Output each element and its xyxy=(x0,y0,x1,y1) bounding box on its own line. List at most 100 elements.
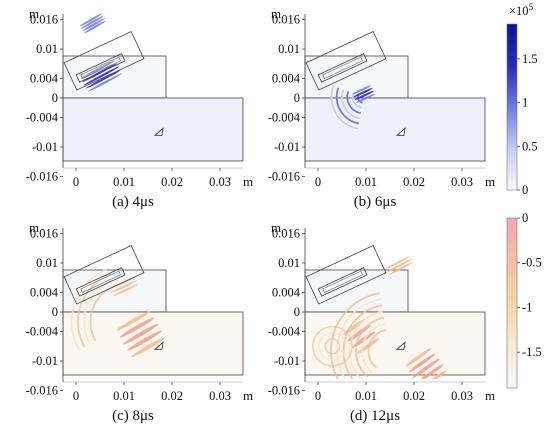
wave-ring xyxy=(330,85,359,130)
probe-element-inner xyxy=(322,270,363,293)
wave-beam-0 xyxy=(116,311,165,357)
wave-stripe xyxy=(80,15,104,29)
probe-element-inner xyxy=(80,56,121,79)
x-tick-label: 0.02 xyxy=(161,389,183,403)
y-tick-label: 0.016 xyxy=(272,227,300,241)
colorbar-negative: 0 -0.5 -1 -1.5 xyxy=(506,211,542,389)
probe-element xyxy=(317,53,368,83)
x-tick-label: 0 xyxy=(73,175,79,189)
colorbar-exponent: ×105 xyxy=(509,2,534,18)
y-tick-label: -0.01 xyxy=(32,140,58,154)
wave-stripe xyxy=(113,284,139,297)
x-tick-label: 0.01 xyxy=(355,389,377,403)
x-tick-label: 0 xyxy=(73,389,79,403)
x-tick-label: 0.03 xyxy=(451,389,473,403)
wave-beam-1 xyxy=(352,85,375,103)
wave-ring xyxy=(324,338,341,355)
wave-ring xyxy=(336,298,381,379)
wave-stripe xyxy=(123,323,159,345)
wave-stripe xyxy=(81,60,115,79)
wave-ring xyxy=(330,292,380,379)
y-tick-label: -0.004 xyxy=(26,111,59,125)
transducer-probe xyxy=(63,245,145,305)
wave-ring xyxy=(70,267,110,351)
colorbar-tick-label: 1.5 xyxy=(522,52,538,66)
wave-stripe xyxy=(84,20,106,34)
specimen-block xyxy=(304,97,486,162)
y-tick-label: 0.016 xyxy=(30,13,58,27)
wave-beam-1 xyxy=(405,348,447,379)
probe-housing xyxy=(305,31,387,91)
wave-ring xyxy=(318,332,347,361)
wave-stripe xyxy=(79,13,102,27)
wave-stripe xyxy=(416,364,444,379)
y-tick-label: 0.01 xyxy=(278,42,300,56)
y-tick-label: 0.004 xyxy=(30,285,59,299)
y-unit-label: m xyxy=(271,6,281,21)
wedge-body xyxy=(304,55,409,99)
wave-ring xyxy=(335,87,360,125)
x-tick-label: 0.01 xyxy=(355,175,377,189)
wedge-body xyxy=(304,269,409,313)
y-tick-label: 0 xyxy=(52,305,58,319)
wave-stripe xyxy=(408,353,436,373)
wave-stripe xyxy=(412,358,440,379)
x-tick-label: 0.03 xyxy=(209,389,231,403)
panel-caption: (a) 4μs xyxy=(112,194,154,210)
panel-caption: (b) 6μs xyxy=(354,194,397,210)
panel-b: 0.016 0.01 0.004 0 -0.004 -0.01 -0.016 0 0.01 0.0… xyxy=(268,6,495,210)
wave-stripe xyxy=(82,18,105,32)
wave-stripe xyxy=(127,330,162,351)
y-unit-label: m xyxy=(271,220,281,235)
colorbar-positive-bar xyxy=(506,23,518,191)
y-unit-label: m xyxy=(29,6,39,21)
wave-field xyxy=(330,85,375,130)
y-tick-label: -0.016 xyxy=(268,169,300,183)
colorbar-tick-label: 0 xyxy=(522,183,528,197)
y-tick-label: -0.004 xyxy=(268,325,301,339)
wave-stripe xyxy=(356,93,375,103)
wave-stripe xyxy=(420,370,447,379)
wave-stripe xyxy=(119,317,155,338)
wave-stripe xyxy=(110,280,138,293)
wave-stripe xyxy=(352,85,371,95)
colorbar-tick-label: -0.5 xyxy=(522,256,542,270)
y-tick-label: -0.016 xyxy=(268,383,300,397)
y-tick-label: 0.01 xyxy=(36,42,58,56)
transducer-probe xyxy=(305,245,387,305)
x-tick-label: 0 xyxy=(315,175,321,189)
wave-ring xyxy=(355,316,385,378)
colorbar-tick-label: 0.5 xyxy=(522,139,538,153)
x-unit-label: m xyxy=(485,388,495,403)
x-tick-label: 0.03 xyxy=(209,175,231,189)
y-tick-label: 0.016 xyxy=(30,227,58,241)
colorbar-negative-bar xyxy=(506,217,518,389)
panel-caption: (c) 8μs xyxy=(112,408,154,424)
panel-caption: (d) 12μs xyxy=(350,408,400,424)
y-tick-label: -0.016 xyxy=(26,169,58,183)
wave-stripe xyxy=(385,255,411,269)
y-tick-label: 0.01 xyxy=(36,256,58,270)
wave-beam-1 xyxy=(79,13,106,34)
probe-element-inner xyxy=(322,56,363,79)
y-tick-label: 0.004 xyxy=(30,71,59,85)
wave-stripe xyxy=(131,337,165,357)
wave-ring xyxy=(77,273,112,348)
y-tick-label: -0.016 xyxy=(26,383,58,397)
wave-stripe xyxy=(386,258,413,273)
probe-element xyxy=(75,53,126,83)
y-tick-label: -0.01 xyxy=(274,140,300,154)
defect-marker xyxy=(153,341,164,350)
x-tick-label: 0.02 xyxy=(161,175,183,189)
y-tick-label: 0 xyxy=(52,91,58,105)
wave-stripe xyxy=(353,88,373,98)
wave-ring xyxy=(351,92,362,109)
y-tick-label: -0.004 xyxy=(268,111,301,125)
wave-field-panels: 0.016 0.01 0.004 0 -0.004 -0.01 -0.016 0 0.01 0.0… xyxy=(26,6,495,424)
panel-d: 0.016 0.01 0.004 0 -0.004 -0.01 -0.016 0 0.01 0.0… xyxy=(268,220,495,424)
y-tick-label: 0 xyxy=(294,91,300,105)
wave-stripe xyxy=(87,73,122,92)
wave-ring xyxy=(367,329,387,369)
panel-c: 0.016 0.01 0.004 0 -0.004 -0.01 -0.016 0 0.01 0.0… xyxy=(26,220,253,424)
